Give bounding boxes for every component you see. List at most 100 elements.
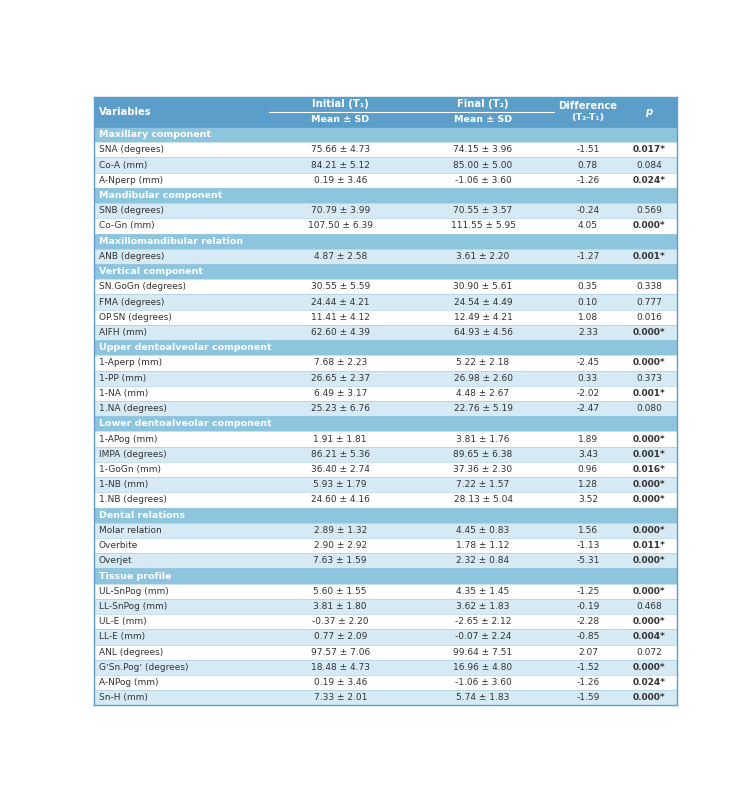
Bar (94, 295, 677, 310)
Bar (94, 127, 677, 142)
Text: 74.15 ± 3.96: 74.15 ± 3.96 (453, 145, 513, 154)
Text: 1-PP (mm): 1-PP (mm) (99, 374, 146, 383)
Text: 7.63 ± 1.59: 7.63 ± 1.59 (314, 557, 367, 565)
Text: -2.28: -2.28 (576, 617, 599, 626)
Bar (94, 416, 677, 431)
Text: 0.000*: 0.000* (632, 526, 666, 535)
Text: 0.024*: 0.024* (632, 175, 666, 185)
Text: -1.52: -1.52 (576, 663, 599, 672)
Text: -0.19: -0.19 (576, 602, 599, 611)
Text: 2.90 ± 2.92: 2.90 ± 2.92 (314, 541, 367, 550)
Text: 0.373: 0.373 (636, 374, 662, 383)
Text: -1.26: -1.26 (576, 175, 599, 185)
Text: 99.64 ± 7.51: 99.64 ± 7.51 (453, 648, 513, 657)
Text: 0.19 ± 3.46: 0.19 ± 3.46 (314, 175, 367, 185)
Text: 2.07: 2.07 (578, 648, 598, 657)
Text: Maxillomandibular relation: Maxillomandibular relation (99, 237, 243, 245)
Text: 0.001*: 0.001* (632, 252, 666, 261)
Text: -1.27: -1.27 (576, 252, 599, 261)
Text: 36.40 ± 2.74: 36.40 ± 2.74 (311, 465, 370, 474)
Bar (94, 538, 677, 553)
Bar (94, 507, 677, 522)
Text: 0.011*: 0.011* (632, 541, 666, 550)
Text: -1.59: -1.59 (576, 693, 599, 703)
Text: 1-Aperp (mm): 1-Aperp (mm) (99, 358, 162, 368)
Text: 2.32 ± 0.84: 2.32 ± 0.84 (456, 557, 510, 565)
Text: 62.60 ± 4.39: 62.60 ± 4.39 (311, 328, 370, 337)
Text: A-Nperp (mm): A-Nperp (mm) (99, 175, 162, 185)
Bar (94, 386, 677, 401)
Text: Difference: Difference (559, 101, 617, 110)
Bar (94, 371, 677, 386)
Text: ANL (degrees): ANL (degrees) (99, 648, 163, 657)
Text: 84.21 ± 5.12: 84.21 ± 5.12 (311, 160, 370, 169)
Text: 0.080: 0.080 (636, 404, 662, 413)
Text: Vertical component: Vertical component (99, 267, 202, 276)
Bar (94, 249, 677, 264)
Text: 0.001*: 0.001* (632, 389, 666, 398)
Text: 0.35: 0.35 (578, 283, 598, 291)
Bar (94, 447, 677, 462)
Text: 0.10: 0.10 (578, 298, 598, 306)
Text: A-NPog (mm): A-NPog (mm) (99, 678, 158, 687)
Text: -2.65 ± 2.12: -2.65 ± 2.12 (455, 617, 511, 626)
Text: Overbite: Overbite (99, 541, 138, 550)
Text: 0.338: 0.338 (636, 283, 662, 291)
Text: Variables: Variables (99, 106, 151, 117)
Text: UL-SnPog (mm): UL-SnPog (mm) (99, 587, 168, 596)
Text: 0.004*: 0.004* (632, 633, 666, 642)
Text: 0.000*: 0.000* (632, 480, 666, 489)
Bar (94, 462, 677, 477)
Text: Molar relation: Molar relation (99, 526, 162, 535)
Text: 7.22 ± 1.57: 7.22 ± 1.57 (456, 480, 510, 489)
Text: 0.777: 0.777 (636, 298, 662, 306)
Text: 1-NB (mm): 1-NB (mm) (99, 480, 148, 489)
Text: 5.22 ± 2.18: 5.22 ± 2.18 (456, 358, 510, 368)
Bar (94, 264, 677, 279)
Bar (94, 690, 677, 705)
Text: 16.96 ± 4.80: 16.96 ± 4.80 (453, 663, 513, 672)
Text: -0.24: -0.24 (576, 206, 599, 215)
Text: 0.016: 0.016 (636, 313, 662, 322)
Text: 4.35 ± 1.45: 4.35 ± 1.45 (456, 587, 510, 596)
Text: 85.00 ± 5.00: 85.00 ± 5.00 (453, 160, 513, 169)
Text: 0.000*: 0.000* (632, 693, 666, 703)
Text: -1.13: -1.13 (576, 541, 599, 550)
Bar (94, 325, 677, 340)
Text: 107.50 ± 6.39: 107.50 ± 6.39 (308, 222, 373, 230)
Text: 1.08: 1.08 (578, 313, 598, 322)
Text: 3.43: 3.43 (578, 449, 598, 459)
Text: 0.017*: 0.017* (632, 145, 666, 154)
Text: SNB (degrees): SNB (degrees) (99, 206, 164, 215)
Text: 0.78: 0.78 (578, 160, 598, 169)
Text: 7.68 ± 2.23: 7.68 ± 2.23 (314, 358, 367, 368)
Text: 1.78 ± 1.12: 1.78 ± 1.12 (456, 541, 510, 550)
Text: 26.65 ± 2.37: 26.65 ± 2.37 (311, 374, 370, 383)
Text: 5.74 ± 1.83: 5.74 ± 1.83 (456, 693, 510, 703)
Text: 3.62 ± 1.83: 3.62 ± 1.83 (456, 602, 510, 611)
Text: 1.89: 1.89 (578, 434, 598, 444)
Text: p: p (645, 106, 653, 117)
Text: 5.60 ± 1.55: 5.60 ± 1.55 (314, 587, 367, 596)
Text: -2.02: -2.02 (576, 389, 599, 398)
Text: -1.06 ± 3.60: -1.06 ± 3.60 (455, 175, 511, 185)
Text: 1.91 ± 1.81: 1.91 ± 1.81 (314, 434, 367, 444)
Bar (94, 172, 677, 188)
Text: GʼSn.Pogʼ (degrees): GʼSn.Pogʼ (degrees) (99, 663, 188, 672)
Text: -1.25: -1.25 (576, 587, 599, 596)
Text: 0.072: 0.072 (636, 648, 662, 657)
Text: Sn-H (mm): Sn-H (mm) (99, 693, 147, 703)
Text: 30.90 ± 5.61: 30.90 ± 5.61 (453, 283, 513, 291)
Text: 24.44 ± 4.21: 24.44 ± 4.21 (311, 298, 369, 306)
Bar (94, 660, 677, 675)
Text: -1.51: -1.51 (576, 145, 599, 154)
Text: -1.06 ± 3.60: -1.06 ± 3.60 (455, 678, 511, 687)
Text: 3.61 ± 2.20: 3.61 ± 2.20 (456, 252, 510, 261)
Bar (94, 97, 677, 127)
Text: -0.37 ± 2.20: -0.37 ± 2.20 (312, 617, 368, 626)
Text: 0.024*: 0.024* (632, 678, 666, 687)
Text: IMPA (degrees): IMPA (degrees) (99, 449, 166, 459)
Text: OP.SN (degrees): OP.SN (degrees) (99, 313, 171, 322)
Text: Tissue profile: Tissue profile (99, 572, 171, 580)
Text: 0.96: 0.96 (578, 465, 598, 474)
